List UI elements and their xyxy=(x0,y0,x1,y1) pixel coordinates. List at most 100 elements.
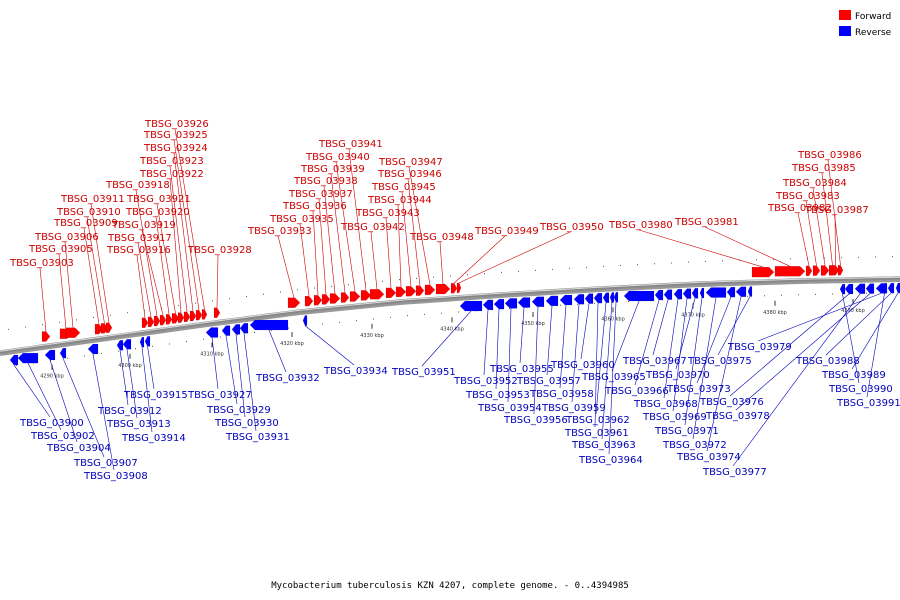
forward-gene-arrow[interactable] xyxy=(171,313,180,324)
forward-gene-arrow[interactable] xyxy=(313,294,323,306)
forward-gene-arrow[interactable] xyxy=(450,282,458,294)
reverse-gene-label[interactable]: TBSG_03929 xyxy=(206,405,271,416)
reverse-gene-label[interactable]: TBSG_03913 xyxy=(106,419,171,430)
forward-gene-label[interactable]: TBSG_03945 xyxy=(371,182,436,193)
reverse-gene-arrow[interactable] xyxy=(573,294,585,305)
forward-gene-arrow[interactable] xyxy=(349,291,361,302)
reverse-gene-arrow[interactable] xyxy=(139,336,145,348)
reverse-gene-arrow[interactable] xyxy=(116,339,124,351)
forward-gene-arrow[interactable] xyxy=(805,265,813,277)
forward-gene-arrow[interactable] xyxy=(147,316,155,328)
forward-gene-label[interactable]: TBSG_03941 xyxy=(318,139,383,150)
reverse-gene-arrow[interactable] xyxy=(59,347,67,359)
reverse-gene-label[interactable]: TBSG_03960 xyxy=(550,360,615,371)
reverse-gene-arrow[interactable] xyxy=(531,296,545,307)
reverse-gene-arrow[interactable] xyxy=(735,286,747,298)
forward-gene-label[interactable]: TBSG_03985 xyxy=(791,163,856,174)
reverse-gene-arrow[interactable] xyxy=(691,288,699,299)
forward-gene-arrow[interactable] xyxy=(340,292,350,303)
reverse-gene-label[interactable]: TBSG_03964 xyxy=(578,455,643,466)
reverse-gene-label[interactable]: TBSG_03914 xyxy=(121,433,186,444)
reverse-gene-label[interactable]: TBSG_03958 xyxy=(529,389,594,400)
reverse-gene-label[interactable]: TBSG_03977 xyxy=(702,467,767,478)
reverse-gene-label[interactable]: TBSG_03966 xyxy=(604,386,669,397)
forward-gene-label[interactable]: TBSG_03923 xyxy=(139,156,204,167)
forward-gene-arrow[interactable] xyxy=(329,293,341,304)
reverse-gene-arrow[interactable] xyxy=(459,300,483,312)
forward-gene-arrow[interactable] xyxy=(456,282,462,294)
forward-gene-label[interactable]: TBSG_03946 xyxy=(377,169,442,180)
forward-gene-label[interactable]: TBSG_03909 xyxy=(53,218,118,229)
reverse-gene-label[interactable]: TBSG_03973 xyxy=(666,384,731,395)
reverse-gene-arrow[interactable] xyxy=(705,287,727,298)
reverse-gene-label[interactable]: TBSG_03934 xyxy=(323,366,388,377)
forward-gene-arrow[interactable] xyxy=(321,294,331,305)
reverse-gene-arrow[interactable] xyxy=(699,287,705,299)
forward-gene-arrow[interactable] xyxy=(177,312,185,323)
forward-gene-arrow[interactable] xyxy=(165,314,173,325)
forward-gene-label[interactable]: TBSG_03921 xyxy=(126,194,191,205)
forward-gene-label[interactable]: TBSG_03980 xyxy=(608,220,673,231)
reverse-gene-arrow[interactable] xyxy=(609,292,615,303)
reverse-gene-arrow[interactable] xyxy=(602,292,610,303)
reverse-gene-arrow[interactable] xyxy=(844,283,854,295)
forward-gene-label[interactable]: TBSG_03939 xyxy=(300,164,365,175)
reverse-gene-label[interactable]: TBSG_03988 xyxy=(795,356,860,367)
reverse-gene-arrow[interactable] xyxy=(302,315,308,326)
reverse-gene-arrow[interactable] xyxy=(482,299,494,311)
forward-gene-label[interactable]: TBSG_03920 xyxy=(125,207,190,218)
reverse-gene-label[interactable]: TBSG_03951 xyxy=(391,367,456,378)
forward-gene-label[interactable]: TBSG_03940 xyxy=(305,152,370,163)
forward-gene-arrow[interactable] xyxy=(812,265,821,276)
reverse-gene-arrow[interactable] xyxy=(654,289,664,301)
forward-gene-label[interactable]: TBSG_03911 xyxy=(60,194,125,205)
forward-gene-arrow[interactable] xyxy=(820,265,830,276)
forward-gene-arrow[interactable] xyxy=(159,314,167,326)
reverse-gene-arrow[interactable] xyxy=(9,354,19,366)
reverse-gene-label[interactable]: TBSG_03971 xyxy=(654,426,719,437)
reverse-gene-label[interactable]: TBSG_03904 xyxy=(46,443,111,454)
reverse-gene-label[interactable]: TBSG_03990 xyxy=(828,384,893,395)
reverse-gene-arrow[interactable] xyxy=(221,325,231,336)
reverse-gene-label[interactable]: TBSG_03955 xyxy=(489,364,554,375)
forward-gene-arrow[interactable] xyxy=(751,266,775,278)
forward-gene-label[interactable]: TBSG_03919 xyxy=(111,220,176,231)
reverse-gene-label[interactable]: TBSG_03956 xyxy=(503,415,568,426)
reverse-gene-arrow[interactable] xyxy=(623,290,655,302)
reverse-gene-label[interactable]: TBSG_03978 xyxy=(705,411,770,422)
forward-gene-label[interactable]: TBSG_03987 xyxy=(804,205,869,216)
reverse-gene-label[interactable]: TBSG_03967 xyxy=(622,356,687,367)
forward-gene-label[interactable]: TBSG_03922 xyxy=(139,169,204,180)
forward-gene-arrow[interactable] xyxy=(360,290,372,301)
reverse-gene-label[interactable]: TBSG_03963 xyxy=(571,440,636,451)
reverse-gene-label[interactable]: TBSG_03962 xyxy=(565,415,630,426)
forward-gene-arrow[interactable] xyxy=(65,327,81,339)
reverse-gene-arrow[interactable] xyxy=(865,283,875,294)
forward-gene-arrow[interactable] xyxy=(304,295,314,307)
reverse-gene-arrow[interactable] xyxy=(726,286,736,298)
forward-gene-arrow[interactable] xyxy=(424,284,436,296)
reverse-gene-arrow[interactable] xyxy=(887,282,895,294)
forward-gene-arrow[interactable] xyxy=(195,309,203,321)
forward-gene-label[interactable]: TBSG_03933 xyxy=(247,226,312,237)
reverse-gene-arrow[interactable] xyxy=(584,293,594,304)
reverse-gene-label[interactable]: TBSG_03972 xyxy=(662,440,727,451)
reverse-gene-arrow[interactable] xyxy=(559,294,573,306)
forward-gene-label[interactable]: TBSG_03950 xyxy=(539,222,604,233)
reverse-gene-label[interactable]: TBSG_03907 xyxy=(73,458,138,469)
reverse-gene-arrow[interactable] xyxy=(839,283,846,295)
reverse-gene-arrow[interactable] xyxy=(673,288,683,300)
forward-gene-arrow[interactable] xyxy=(189,310,197,322)
reverse-gene-arrow[interactable] xyxy=(504,298,518,309)
reverse-gene-arrow[interactable] xyxy=(493,298,505,310)
forward-gene-label[interactable]: TBSG_03905 xyxy=(28,244,93,255)
forward-gene-label[interactable]: TBSG_03942 xyxy=(340,222,405,233)
reverse-gene-label[interactable]: TBSG_03974 xyxy=(676,452,741,463)
forward-gene-label[interactable]: TBSG_03906 xyxy=(34,232,99,243)
reverse-gene-label[interactable]: TBSG_03965 xyxy=(581,372,646,383)
forward-gene-label[interactable]: TBSG_03982 xyxy=(767,203,832,214)
reverse-gene-arrow[interactable] xyxy=(854,283,866,295)
forward-gene-label[interactable]: TBSG_03981 xyxy=(674,217,739,228)
reverse-gene-label[interactable]: TBSG_03902 xyxy=(30,431,95,442)
forward-gene-label[interactable]: TBSG_03938 xyxy=(293,176,358,187)
